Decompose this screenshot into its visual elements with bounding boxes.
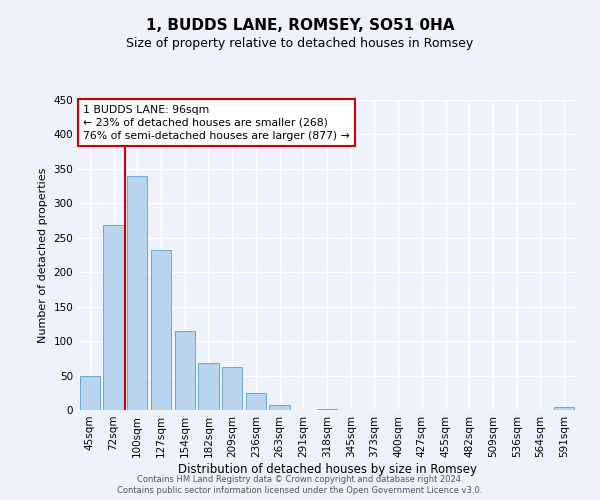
Bar: [317, 408, 337, 410]
Bar: [246, 393, 266, 410]
Bar: [269, 405, 290, 410]
Text: 1, BUDDS LANE, ROMSEY, SO51 0HA: 1, BUDDS LANE, ROMSEY, SO51 0HA: [146, 18, 454, 32]
Bar: [222, 366, 242, 410]
Bar: [127, 176, 148, 410]
Text: 1 BUDDS LANE: 96sqm
← 23% of detached houses are smaller (268)
76% of semi-detac: 1 BUDDS LANE: 96sqm ← 23% of detached ho…: [83, 104, 350, 141]
Bar: [554, 406, 574, 410]
Bar: [175, 331, 195, 410]
Bar: [151, 250, 171, 410]
Bar: [199, 363, 218, 410]
Text: Contains HM Land Registry data © Crown copyright and database right 2024.: Contains HM Land Registry data © Crown c…: [137, 475, 463, 484]
Text: Contains public sector information licensed under the Open Government Licence v3: Contains public sector information licen…: [118, 486, 482, 495]
Text: Size of property relative to detached houses in Romsey: Size of property relative to detached ho…: [127, 38, 473, 51]
X-axis label: Distribution of detached houses by size in Romsey: Distribution of detached houses by size …: [178, 462, 476, 475]
Bar: [103, 226, 124, 410]
Y-axis label: Number of detached properties: Number of detached properties: [38, 168, 48, 342]
Bar: [80, 376, 100, 410]
